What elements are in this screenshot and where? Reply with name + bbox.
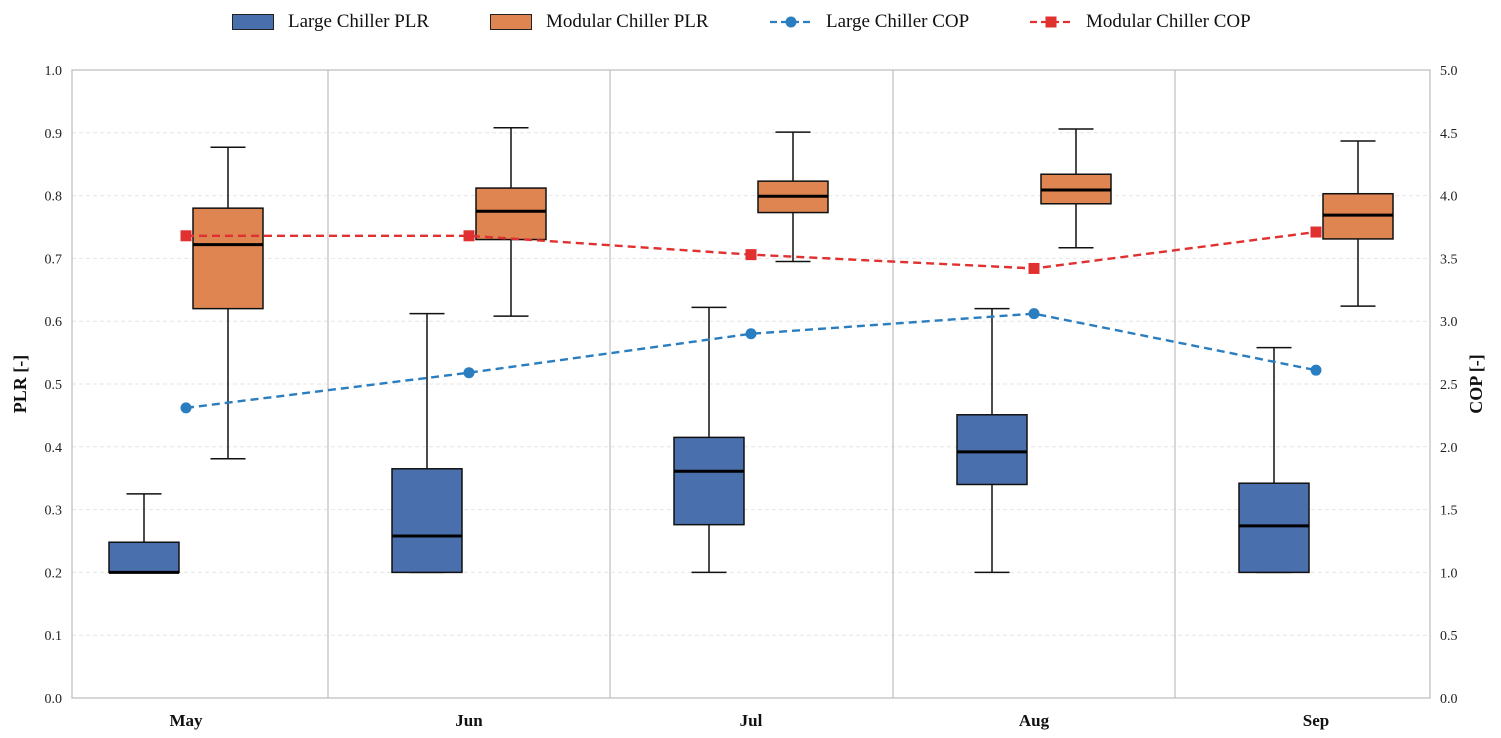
- cop-point-circle: [463, 367, 475, 379]
- right-tick-label: 0.0: [1440, 692, 1458, 707]
- right-tick-label: 1.0: [1440, 566, 1458, 581]
- legend-line-square-icon: [1030, 16, 1072, 28]
- category-label: May: [169, 711, 203, 730]
- box-plots: [108, 127, 1394, 574]
- left-tick-label: 0.3: [45, 504, 63, 519]
- box-body: [192, 207, 264, 310]
- box-large-chiller-plr: [956, 307, 1028, 574]
- box-body: [391, 468, 463, 574]
- legend-label: Large Chiller COP: [826, 11, 970, 32]
- right-tick-label: 2.5: [1440, 378, 1458, 393]
- category-label: Sep: [1303, 711, 1329, 730]
- left-tick-label: 0.5: [45, 378, 63, 393]
- right-axis-label: COP [-]: [1466, 354, 1486, 413]
- cop-point-circle: [1028, 308, 1040, 320]
- right-tick-label: 5.0: [1440, 64, 1458, 79]
- category-label: Aug: [1019, 711, 1050, 730]
- legend-item-modular-chiller-plr: Modular Chiller PLR: [490, 8, 709, 36]
- left-tick-label: 0.0: [45, 692, 63, 707]
- legend-line-circle-icon: [770, 16, 812, 28]
- grid: [72, 132, 1430, 636]
- cop-lines: [180, 226, 1322, 414]
- right-tick-label: 2.0: [1440, 441, 1458, 456]
- legend-label: Large Chiller PLR: [288, 11, 430, 32]
- box-modular-chiller-plr: [757, 131, 829, 263]
- category-label: Jul: [740, 711, 763, 730]
- box-large-chiller-plr: [108, 493, 180, 574]
- category-labels: May Jun Jul Aug Sep: [169, 711, 1329, 730]
- cop-line-large-chiller-cop: [185, 312, 1317, 410]
- right-tick-label: 4.0: [1440, 190, 1458, 205]
- category-label: Jun: [455, 711, 483, 730]
- box-modular-chiller-plr: [192, 146, 264, 460]
- cop-point-circle: [745, 328, 757, 340]
- box-modular-chiller-plr: [1040, 128, 1112, 249]
- cop-point-square: [1310, 226, 1322, 238]
- box-modular-chiller-plr: [1322, 140, 1394, 307]
- box-body: [475, 187, 547, 241]
- box-large-chiller-plr: [1238, 346, 1310, 574]
- legend-item-large-chiller-plr: Large Chiller PLR: [232, 8, 429, 36]
- legend-item-large-chiller-cop: Large Chiller COP: [770, 8, 969, 36]
- plot-frame: [71, 69, 1431, 699]
- right-tick-label: 3.0: [1440, 315, 1458, 330]
- left-tick-label: 0.4: [45, 441, 63, 456]
- box-modular-chiller-plr: [475, 127, 547, 317]
- legend-label: Modular Chiller PLR: [546, 11, 709, 32]
- left-tick-label: 0.8: [45, 190, 63, 205]
- box-body: [956, 414, 1028, 486]
- legend-swatch-blue-box: [232, 14, 274, 30]
- left-tick-label: 0.6: [45, 315, 63, 330]
- legend-swatch-orange-box: [490, 14, 532, 30]
- right-axis-ticks: 0.0 0.5 1.0 1.5 2.0 2.5 3.0 3.5 4.0 4.5 5.0: [1440, 64, 1458, 707]
- right-tick-label: 3.5: [1440, 252, 1458, 267]
- left-tick-label: 0.7: [45, 252, 63, 267]
- right-tick-label: 1.5: [1440, 504, 1458, 519]
- right-tick-label: 0.5: [1440, 629, 1458, 644]
- cop-point-square: [745, 249, 757, 261]
- box-body: [673, 436, 745, 526]
- box-body: [1238, 482, 1310, 574]
- left-tick-label: 0.2: [45, 566, 63, 581]
- cop-point-square: [1028, 262, 1040, 274]
- left-axis-ticks: 0.0 0.1 0.2 0.3 0.4 0.5 0.6 0.7 0.8 0.9 1.0: [45, 64, 63, 707]
- box-body: [108, 541, 180, 574]
- left-axis-label: PLR [-]: [10, 355, 30, 413]
- box-large-chiller-plr: [391, 312, 463, 574]
- left-tick-label: 0.1: [45, 629, 63, 644]
- left-tick-label: 1.0: [45, 64, 63, 79]
- box-large-chiller-plr: [673, 306, 745, 574]
- legend: Large Chiller PLR Modular Chiller PLR La…: [0, 8, 1501, 36]
- cop-point-square: [463, 230, 475, 242]
- cop-point-circle: [1310, 364, 1322, 376]
- right-tick-label: 4.5: [1440, 127, 1458, 142]
- month-separators: [327, 70, 1176, 698]
- legend-label: Modular Chiller COP: [1086, 11, 1251, 32]
- cop-point-square: [180, 230, 192, 242]
- cop-point-circle: [180, 402, 192, 414]
- left-tick-label: 0.9: [45, 127, 63, 142]
- legend-item-modular-chiller-cop: Modular Chiller COP: [1030, 8, 1251, 36]
